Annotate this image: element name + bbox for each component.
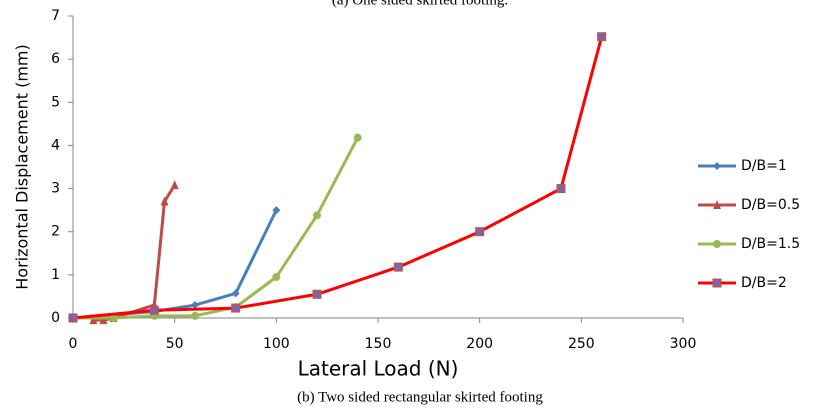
x-tick-label: 250 [568,336,595,352]
y-tick-label: 2 [51,224,60,240]
marker [191,301,199,310]
series-line [72,36,604,320]
marker [109,314,118,322]
marker [713,240,721,248]
x-tick-label: 50 [166,336,184,352]
y-tick-label: 1 [51,267,60,283]
legend-label: D/B=1 [741,158,787,174]
series-line [73,136,359,320]
marker [170,180,179,190]
marker [191,311,199,320]
y-tick-label: 3 [51,181,60,197]
marker [312,289,322,299]
legend-label: D/B=0.5 [741,197,800,213]
marker [556,184,566,194]
marker [149,305,159,315]
marker [713,200,721,209]
y-tick-label: 4 [51,137,60,153]
caption: (b) Two sided rectangular skirted footin… [297,389,543,405]
legend-label: D/B=2 [741,275,787,291]
y-tick-label: 5 [51,94,60,110]
marker [272,273,281,282]
x-tick-label: 300 [670,336,697,352]
marker [231,289,240,298]
marker [160,196,169,206]
chart-title: (a) One sided skirted footing. [332,0,508,8]
y-axis-label: Horizontal Displacement (mm) [13,44,32,290]
marker [712,278,722,288]
marker [231,303,241,313]
marker [475,227,485,237]
marker [713,162,721,170]
x-tick-label: 150 [365,336,392,352]
x-tick-label: 0 [69,336,78,352]
x-tick-label: 200 [466,336,493,352]
marker [353,133,362,142]
marker [68,313,78,323]
marker [272,206,281,215]
legend-label: D/B=1.5 [741,236,800,252]
marker [313,211,321,220]
y-tick-label: 0 [51,310,60,326]
x-tick-label: 100 [263,336,290,352]
series-line [72,209,278,320]
y-tick-label: 6 [51,51,60,67]
marker [393,262,403,272]
x-axis-label: Lateral Load (N) [298,357,459,381]
y-tick-label: 7 [51,8,60,24]
marker [597,32,607,42]
marker [99,315,108,325]
marker [89,315,98,325]
